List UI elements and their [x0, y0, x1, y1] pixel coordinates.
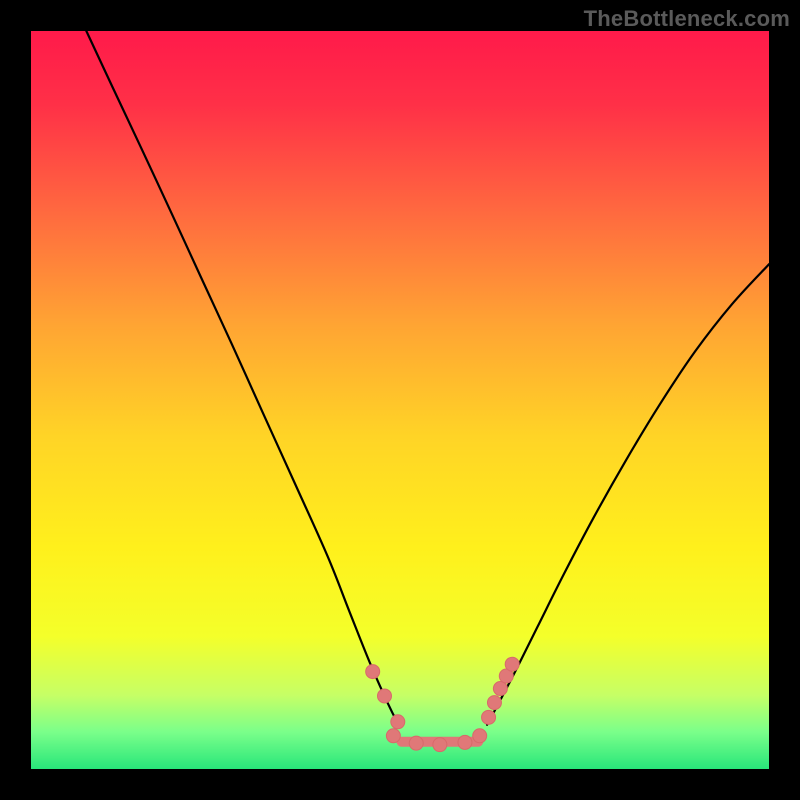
data-marker	[433, 738, 447, 752]
data-marker	[391, 715, 405, 729]
plot-area	[31, 31, 769, 769]
curve-right-branch	[487, 264, 769, 725]
data-marker	[409, 736, 423, 750]
watermark-text: TheBottleneck.com	[584, 6, 790, 32]
curve-left-branch	[86, 31, 398, 725]
data-marker	[378, 689, 392, 703]
data-marker	[458, 735, 472, 749]
data-marker	[473, 729, 487, 743]
data-marker	[493, 682, 507, 696]
data-marker	[366, 665, 380, 679]
data-marker	[487, 696, 501, 710]
data-marker	[505, 657, 519, 671]
chart-frame: TheBottleneck.com	[0, 0, 800, 800]
data-marker	[386, 729, 400, 743]
curve-layer	[31, 31, 769, 769]
data-marker	[482, 710, 496, 724]
